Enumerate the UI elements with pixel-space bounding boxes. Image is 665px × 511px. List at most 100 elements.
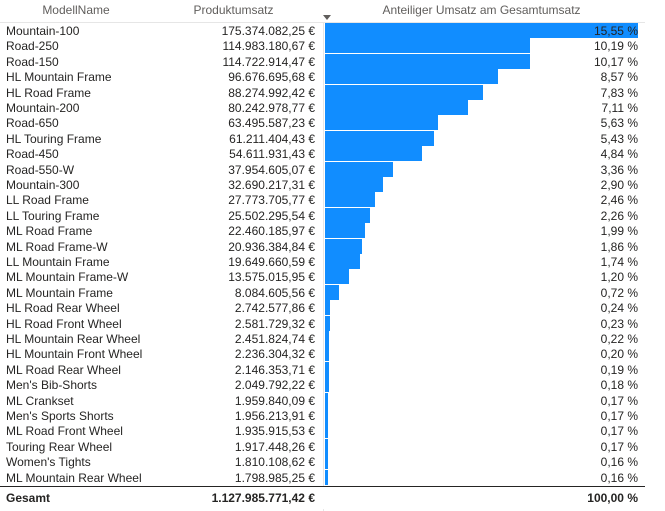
table-row[interactable]: HL Mountain Rear Wheel 2.451.824,74 € 0,22… — [0, 331, 645, 346]
revenue-cell: 2.049.792,22 € — [234, 378, 315, 393]
table-row[interactable]: HL Road Rear Wheel 2.742.577,86 € 0,24 % — [0, 300, 645, 316]
table-row[interactable]: ML Road Frame-W 20.936.384,84 € 1,86 % — [0, 238, 645, 254]
table-row[interactable]: ML Mountain Rear Wheel 1.798.985,25 € 0,16… — [0, 469, 645, 485]
share-bar — [325, 177, 384, 192]
revenue-cell: 37.954.605,07 € — [228, 162, 315, 177]
column-header-model[interactable]: ModellName — [42, 3, 110, 17]
revenue-cell: 20.936.384,84 € — [228, 239, 315, 254]
share-cell: 0,72 % — [600, 285, 638, 300]
share-bar — [325, 392, 329, 408]
table-body[interactable]: Mountain-100 175.374.082,25 €15,55 % Road-… — [0, 23, 645, 485]
table-row[interactable]: Mountain-200 80.242.978,77 € 7,11 % — [0, 100, 645, 115]
table-row[interactable]: Road-550-W 37.954.605,07 € 3,36 % — [0, 161, 645, 177]
model-name-cell: Road-550-W — [6, 162, 75, 177]
share-bar — [325, 269, 350, 285]
total-row: Gesamt 1.127.985.771,42 € 100,00 % — [0, 486, 645, 509]
share-cell: 0,17 % — [600, 424, 638, 439]
share-bar — [325, 254, 361, 269]
table-row[interactable]: Touring Rear Wheel 1.917.448,26 € 0,17 % — [0, 438, 645, 454]
model-name-cell: ML Road Front Wheel — [6, 424, 123, 439]
table-row[interactable]: Women's Tights 1.810.108,62 € 0,16 % — [0, 454, 645, 470]
share-bar — [325, 84, 483, 100]
table-row[interactable]: Road-450 54.611.931,43 € 4,84 % — [0, 146, 645, 162]
table-row[interactable]: Road-150 114.722.914,47 € 10,17 % — [0, 53, 645, 69]
table-row[interactable]: Mountain-100 175.374.082,25 € 15,55 % — [0, 23, 645, 38]
share-cell: 0,20 % — [600, 347, 638, 362]
table-row[interactable]: LL Touring Frame 25.502.295,54 € 2,26 % — [0, 207, 645, 223]
total-label: Gesamt — [6, 491, 51, 505]
table-row[interactable]: Road-650 63.495.587,23 € 5,63 % — [0, 115, 645, 131]
table-row[interactable]: HL Mountain Frame 96.676.695,68 € 8,57 % — [0, 69, 645, 85]
share-bar — [325, 238, 363, 254]
share-cell: 2,46 % — [600, 193, 638, 208]
revenue-cell: 96.676.695,68 € — [228, 70, 315, 85]
table-row[interactable]: HL Mountain Front Wheel 2.236.304,32 € 0,2… — [0, 346, 645, 362]
column-header-revenue[interactable]: Produktumsatz — [193, 3, 274, 17]
share-bar — [325, 207, 371, 223]
model-name-cell: Mountain-300 — [6, 178, 80, 192]
model-name-cell: Mountain-200 — [6, 101, 80, 115]
table-row[interactable]: Men's Sports Shorts 1.956.213,91 € 0,17 % — [0, 408, 645, 423]
revenue-cell: 88.274.992,42 € — [228, 85, 315, 100]
column-header-share[interactable]: Anteiliger Umsatz am Gesamtumsatz — [382, 3, 581, 17]
revenue-cell: 1.956.213,91 € — [234, 409, 315, 423]
share-bar — [325, 38, 531, 54]
share-cell: 0,16 % — [600, 470, 638, 485]
revenue-cell: 2.236.304,32 € — [234, 347, 315, 362]
model-name-cell: HL Mountain Frame — [6, 70, 112, 85]
revenue-cell: 80.242.978,77 € — [228, 101, 315, 115]
revenue-cell: 8.084.605,56 € — [234, 285, 315, 300]
table-row[interactable]: LL Mountain Frame 19.649.660,59 € 1,74 % — [0, 254, 645, 269]
table-row[interactable]: ML Road Frame 22.460.185,97 € 1,99 % — [0, 223, 645, 239]
share-bar — [325, 223, 366, 239]
model-name-cell: HL Mountain Rear Wheel — [6, 332, 141, 346]
revenue-cell: 114.722.914,47 € — [222, 54, 315, 69]
table-row[interactable]: HL Road Front Wheel 2.581.729,32 € 0,23 % — [0, 315, 645, 331]
table-row[interactable]: Road-250 114.983.180,67 € 10,19 % — [0, 38, 645, 54]
table-row[interactable]: LL Road Frame 27.773.705,77 € 2,46 % — [0, 192, 645, 208]
table-row[interactable]: ML Road Front Wheel 1.935.915,53 € 0,17 % — [0, 423, 645, 439]
model-name-cell: HL Road Frame — [6, 85, 91, 100]
model-name-cell: Men's Bib-Shorts — [6, 378, 97, 393]
revenue-cell: 2.451.824,74 € — [234, 332, 315, 346]
model-name-cell: HL Mountain Front Wheel — [6, 347, 143, 362]
share-bar — [325, 346, 330, 362]
table-row[interactable]: ML Mountain Frame-W 13.575.015,95 € 1,20 % — [0, 269, 645, 285]
sort-descending-icon[interactable] — [323, 15, 331, 20]
table-row[interactable]: ML Mountain Frame 8.084.605,56 € 0,72 % — [0, 284, 645, 300]
share-bar — [325, 23, 638, 38]
table-row[interactable]: HL Road Frame 88.274.992,42 € 7,83 % — [0, 84, 645, 100]
revenue-cell: 2.742.577,86 € — [234, 301, 315, 316]
model-name-cell: ML Mountain Frame — [6, 285, 113, 300]
total-revenue: 1.127.985.771,42 € — [211, 491, 315, 505]
share-bar — [325, 408, 329, 423]
table-row[interactable]: HL Touring Frame 61.211.404,43 € 5,43 % — [0, 130, 645, 146]
revenue-cell: 1.917.448,26 € — [234, 439, 315, 454]
table-row[interactable]: Mountain-300 32.690.217,31 € 2,90 % — [0, 177, 645, 192]
column-divider — [323, 23, 324, 511]
share-cell: 0,24 % — [600, 301, 638, 316]
model-name-cell: ML Road Frame — [6, 224, 93, 239]
table-row[interactable]: Men's Bib-Shorts 2.049.792,22 € 0,18 % — [0, 377, 645, 393]
revenue-cell: 114.983.180,67 € — [222, 39, 315, 54]
revenue-cell: 54.611.931,43 € — [229, 147, 315, 162]
share-bar — [325, 161, 393, 177]
table-row[interactable]: ML Crankset 1.959.840,09 € 0,17 % — [0, 392, 645, 408]
share-cell: 8,57 % — [600, 70, 638, 85]
model-name-cell: Road-150 — [6, 54, 59, 69]
share-bar — [325, 377, 329, 393]
model-name-cell: ML Mountain Rear Wheel — [6, 470, 142, 485]
share-cell: 10,17 % — [593, 54, 638, 69]
share-cell: 15,55 % — [593, 24, 638, 38]
revenue-cell: 13.575.015,95 € — [228, 270, 315, 285]
model-name-cell: Road-450 — [6, 147, 59, 162]
share-bar — [325, 130, 435, 146]
table-row[interactable]: ML Road Rear Wheel 2.146.353,71 € 0,19 % — [0, 361, 645, 377]
revenue-cell: 2.146.353,71 € — [234, 362, 315, 377]
share-cell: 7,83 % — [600, 85, 638, 100]
share-cell: 4,84 % — [600, 147, 638, 162]
revenue-cell: 1.935.915,53 € — [234, 424, 315, 439]
share-cell: 0,19 % — [600, 362, 638, 377]
share-cell: 1,86 % — [600, 239, 638, 254]
